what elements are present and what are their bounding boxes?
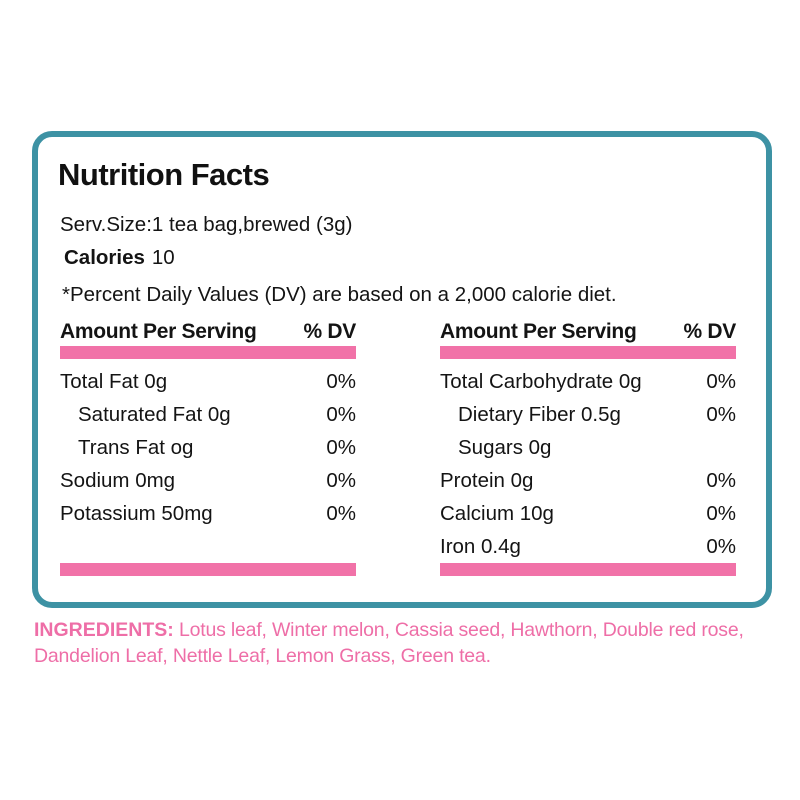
nutrient-column-left: Amount Per Serving% DV Total Fat 0g 0% Satu… <box>60 320 356 582</box>
calories-label: Calories <box>64 246 145 269</box>
pink-divider-bar-top <box>440 346 736 359</box>
column-header: Amount Per Serving % DV <box>440 320 736 344</box>
panel-title: Nutrition Facts <box>58 157 270 192</box>
nutrient-row: Sugars 0g <box>440 436 736 469</box>
amount-per-serving-header: Amount Per Serving <box>60 320 257 343</box>
nutrient-row: Trans Fat og 0% <box>60 436 356 469</box>
daily-value-note: *Percent Daily Values (DV) are based on … <box>62 283 617 306</box>
nutrient-dv-value: 0% <box>326 469 356 492</box>
pink-divider-bar-top <box>60 346 356 359</box>
ingredients-label: INGREDIENTS: <box>34 619 174 641</box>
nutrient-rows: Total Carbohydrate 0g 0% Dietary Fiber 0.5… <box>440 370 736 568</box>
nutrient-dv-value: 0% <box>706 535 736 558</box>
ingredients: INGREDIENTS: Lotus leaf, Winter melon, C… <box>34 617 746 669</box>
nutrient-dv-value: 0% <box>326 436 356 459</box>
pink-divider-bar-bottom <box>60 563 356 576</box>
nutrient-rows: Total Fat 0g 0% Saturated Fat 0g 0% Trans Fa… <box>60 370 356 535</box>
nutrient-row: Total Fat 0g 0% <box>60 370 356 403</box>
nutrient-row: Calcium 10g 0% <box>440 502 736 535</box>
nutrient-label: Potassium 50mg <box>60 502 213 525</box>
nutrient-dv-value: 0% <box>326 502 356 525</box>
nutrient-dv-value: 0% <box>326 370 356 393</box>
nutrient-column-right: Amount Per Serving % DV Total Carbohydrate… <box>440 320 736 582</box>
nutrient-label: Protein 0g <box>440 469 534 492</box>
nutrient-label: Total Carbohydrate 0g <box>440 370 642 393</box>
calories-value: 10 <box>151 246 175 269</box>
percent-dv-header: % DV <box>683 320 737 343</box>
percent-dv-header: % DV <box>303 320 357 343</box>
nutrient-dv-value: 0% <box>326 403 356 426</box>
nutrient-row: Iron 0.4g 0% <box>440 535 736 568</box>
pink-divider-bar-bottom <box>440 563 736 576</box>
nutrient-label: Trans Fat og <box>78 436 194 459</box>
nutrient-dv-value: 0% <box>706 403 736 426</box>
amount-per-serving-header: Amount Per Serving <box>440 320 637 343</box>
nutrient-row: Protein 0g 0% <box>440 469 736 502</box>
nutrient-dv-value: 0% <box>706 370 736 393</box>
nutrient-label: Total Fat 0g <box>60 370 168 393</box>
nutrient-dv-value: 0% <box>706 502 736 525</box>
serving-size: Serv.Size:1 tea bag,brewed (3g) <box>60 213 353 236</box>
nutrient-label: Sugars 0g <box>458 436 552 459</box>
nutrient-row: Saturated Fat 0g 0% <box>60 403 356 436</box>
ingredients-text: Lotus leaf, Winter melon, Cassia seed, H… <box>34 619 744 667</box>
nutrient-row: Sodium 0mg 0% <box>60 469 356 502</box>
nutrient-row: Dietary Fiber 0.5g 0% <box>440 403 736 436</box>
nutrient-dv-value: 0% <box>706 469 736 492</box>
column-header: Amount Per Serving % DV <box>60 320 356 344</box>
nutrient-row: Total Carbohydrate 0g 0% <box>440 370 736 403</box>
nutrient-label: Sodium 0mg <box>60 469 176 492</box>
nutrient-label: Iron 0.4g <box>440 535 521 558</box>
nutrient-label: Calcium 10g <box>440 502 554 525</box>
nutrient-label: Saturated Fat 0g <box>78 403 231 426</box>
nutrition-facts-panel: Nutrition Facts Serv.Size:1 tea bag,brew… <box>32 131 772 608</box>
nutrient-label: Dietary Fiber 0.5g <box>458 403 621 426</box>
nutrient-row: Potassium 50mg 0% <box>60 502 356 535</box>
calories-line: Calories 10 <box>64 246 175 270</box>
